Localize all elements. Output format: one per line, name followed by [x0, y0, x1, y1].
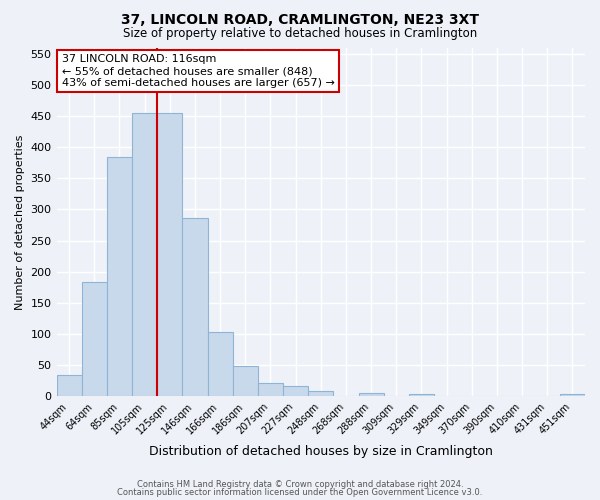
- Bar: [107, 156, 132, 396]
- Bar: [182, 218, 208, 396]
- Bar: [233, 366, 258, 396]
- Text: 37, LINCOLN ROAD, CRAMLINGTON, NE23 3XT: 37, LINCOLN ROAD, CRAMLINGTON, NE23 3XT: [121, 12, 479, 26]
- Text: Contains public sector information licensed under the Open Government Licence v3: Contains public sector information licen…: [118, 488, 482, 497]
- Bar: [132, 113, 157, 397]
- Bar: [308, 390, 334, 396]
- Y-axis label: Number of detached properties: Number of detached properties: [15, 134, 25, 310]
- Bar: [283, 386, 308, 396]
- Bar: [258, 382, 283, 396]
- X-axis label: Distribution of detached houses by size in Cramlington: Distribution of detached houses by size …: [149, 444, 493, 458]
- Bar: [208, 332, 233, 396]
- Bar: [409, 394, 434, 396]
- Text: 37 LINCOLN ROAD: 116sqm
← 55% of detached houses are smaller (848)
43% of semi-d: 37 LINCOLN ROAD: 116sqm ← 55% of detache…: [62, 54, 335, 88]
- Bar: [82, 282, 107, 397]
- Bar: [560, 394, 585, 396]
- Text: Contains HM Land Registry data © Crown copyright and database right 2024.: Contains HM Land Registry data © Crown c…: [137, 480, 463, 489]
- Bar: [359, 393, 383, 396]
- Bar: [56, 374, 82, 396]
- Text: Size of property relative to detached houses in Cramlington: Size of property relative to detached ho…: [123, 28, 477, 40]
- Bar: [157, 113, 182, 397]
